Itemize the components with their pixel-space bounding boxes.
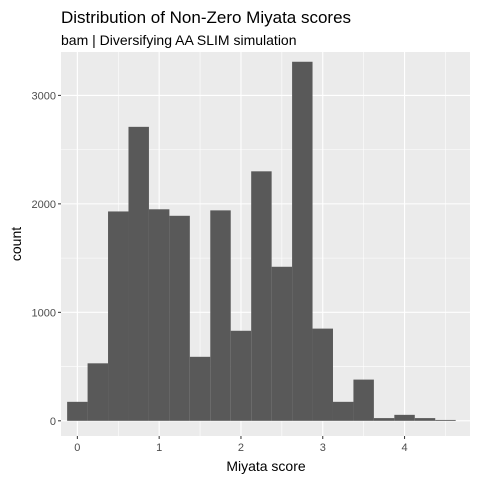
y-axis-label: count — [8, 227, 24, 261]
histogram-bar — [332, 401, 354, 421]
histogram-bar — [271, 266, 293, 421]
histogram-bar — [394, 414, 415, 421]
y-tick-label: 2000 — [32, 199, 56, 211]
histogram-bar — [292, 61, 313, 421]
histogram-bar — [435, 419, 456, 421]
x-tick-label: 4 — [401, 442, 407, 454]
histogram-bar — [312, 328, 333, 421]
histogram-bar — [67, 401, 88, 421]
histogram-bar — [414, 418, 436, 421]
x-tick-label: 2 — [238, 442, 244, 454]
histogram-bar — [210, 210, 231, 421]
x-tick-label: 0 — [74, 442, 80, 454]
histogram-bar — [169, 215, 190, 421]
histogram-bar — [353, 379, 374, 421]
y-tick-label: 3000 — [32, 90, 56, 102]
histogram-bar — [251, 171, 272, 421]
chart-title: Distribution of Non-Zero Miyata scores — [61, 8, 351, 27]
histogram-bar — [189, 356, 211, 421]
histogram-bar — [230, 330, 252, 421]
x-tick-label: 3 — [320, 442, 326, 454]
x-axis: 0 1 2 3 4 — [74, 436, 408, 454]
histogram-bar — [108, 211, 129, 421]
histogram-bar — [373, 418, 395, 421]
y-tick-label: 0 — [50, 416, 56, 428]
y-tick-label: 1000 — [32, 307, 56, 319]
histogram-bars — [67, 61, 456, 421]
x-axis-label: Miyata score — [226, 458, 306, 474]
chart-subtitle: bam | Diversifying AA SLIM simulation — [61, 32, 297, 48]
histogram-bar — [87, 363, 109, 421]
histogram-bar — [128, 126, 149, 421]
x-tick-label: 1 — [156, 442, 162, 454]
histogram-bar — [148, 209, 170, 421]
y-axis: 0 1000 2000 3000 — [32, 90, 61, 428]
